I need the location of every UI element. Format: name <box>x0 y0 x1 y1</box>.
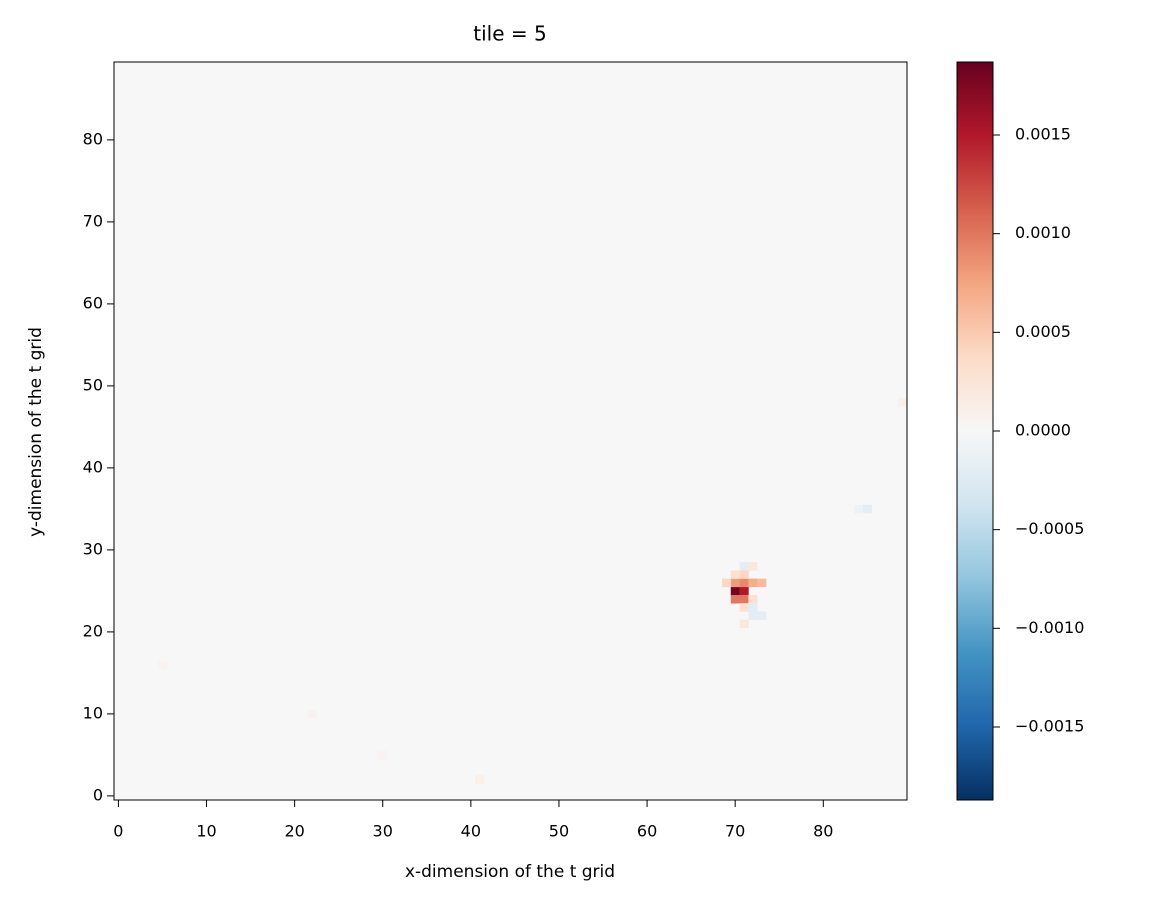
y-tick-label: 20 <box>83 621 103 640</box>
x-tick-label: 20 <box>284 822 304 841</box>
colorbar-tick-label: −0.0010 <box>1015 618 1084 637</box>
heatmap-cell <box>158 660 168 670</box>
heatmap-cell <box>739 603 749 612</box>
colorbar-tick-label: −0.0015 <box>1015 716 1084 735</box>
plot-frame <box>113 61 908 801</box>
heatmap-cell <box>854 504 864 514</box>
y-tick-label: 80 <box>83 129 103 148</box>
heatmap-cell <box>748 595 758 604</box>
heatmap-cell <box>739 578 749 588</box>
y-tick-label: 60 <box>83 293 103 312</box>
colorbar-tick-label: 0.0015 <box>1015 125 1071 144</box>
heatmap-cell <box>730 570 740 579</box>
heatmap-cell <box>730 595 740 604</box>
heatmap-cell <box>378 750 388 760</box>
heatmap-cell <box>739 570 749 579</box>
heatmap-cell <box>739 586 749 596</box>
y-tick-label: 70 <box>83 211 103 230</box>
heatmap-cell <box>475 775 485 784</box>
y-tick-label: 30 <box>83 539 103 558</box>
colorbar-tick-label: 0.0000 <box>1015 421 1071 440</box>
x-tick-label: 70 <box>725 822 745 841</box>
heatmap-cell <box>757 578 767 588</box>
colorbar-tick-label: 0.0010 <box>1015 223 1071 242</box>
heatmap-cell <box>748 562 758 571</box>
x-tick-label: 0 <box>113 822 123 841</box>
heatmap-cell <box>748 611 758 620</box>
heatmap-cell <box>739 595 749 604</box>
heatmap-cell <box>730 578 740 588</box>
heatmap-cell <box>748 603 758 612</box>
heatmap-cell <box>748 578 758 588</box>
plot-background <box>114 62 907 800</box>
heatmap-cell <box>730 586 740 596</box>
chart-title: tile = 5 <box>473 22 546 46</box>
y-tick-label: 10 <box>83 703 103 722</box>
x-tick-label: 30 <box>373 822 393 841</box>
y-tick-label: 0 <box>93 785 103 804</box>
x-tick-label: 80 <box>813 822 833 841</box>
heatmap-cell <box>739 619 749 629</box>
heatmap-cell <box>862 504 873 514</box>
colorbar <box>956 61 994 801</box>
y-tick-label: 50 <box>83 375 103 394</box>
x-tick-label: 60 <box>637 822 657 841</box>
y-tick-label: 40 <box>83 457 103 476</box>
x-tick-label: 40 <box>461 822 481 841</box>
colorbar-tick-label: −0.0005 <box>1015 519 1084 538</box>
x-tick-label: 50 <box>549 822 569 841</box>
heatmap-cell <box>898 398 908 407</box>
heatmap-cell <box>739 562 749 571</box>
heatmap-cell <box>721 578 732 588</box>
x-axis-label: x-dimension of the t grid <box>405 862 615 882</box>
y-axis-label: y-dimension of the t grid <box>26 327 46 537</box>
colorbar-tick-label: 0.0005 <box>1015 322 1071 341</box>
x-tick-label: 10 <box>196 822 216 841</box>
heatmap-cell <box>757 611 767 620</box>
heatmap-cell <box>307 709 317 719</box>
